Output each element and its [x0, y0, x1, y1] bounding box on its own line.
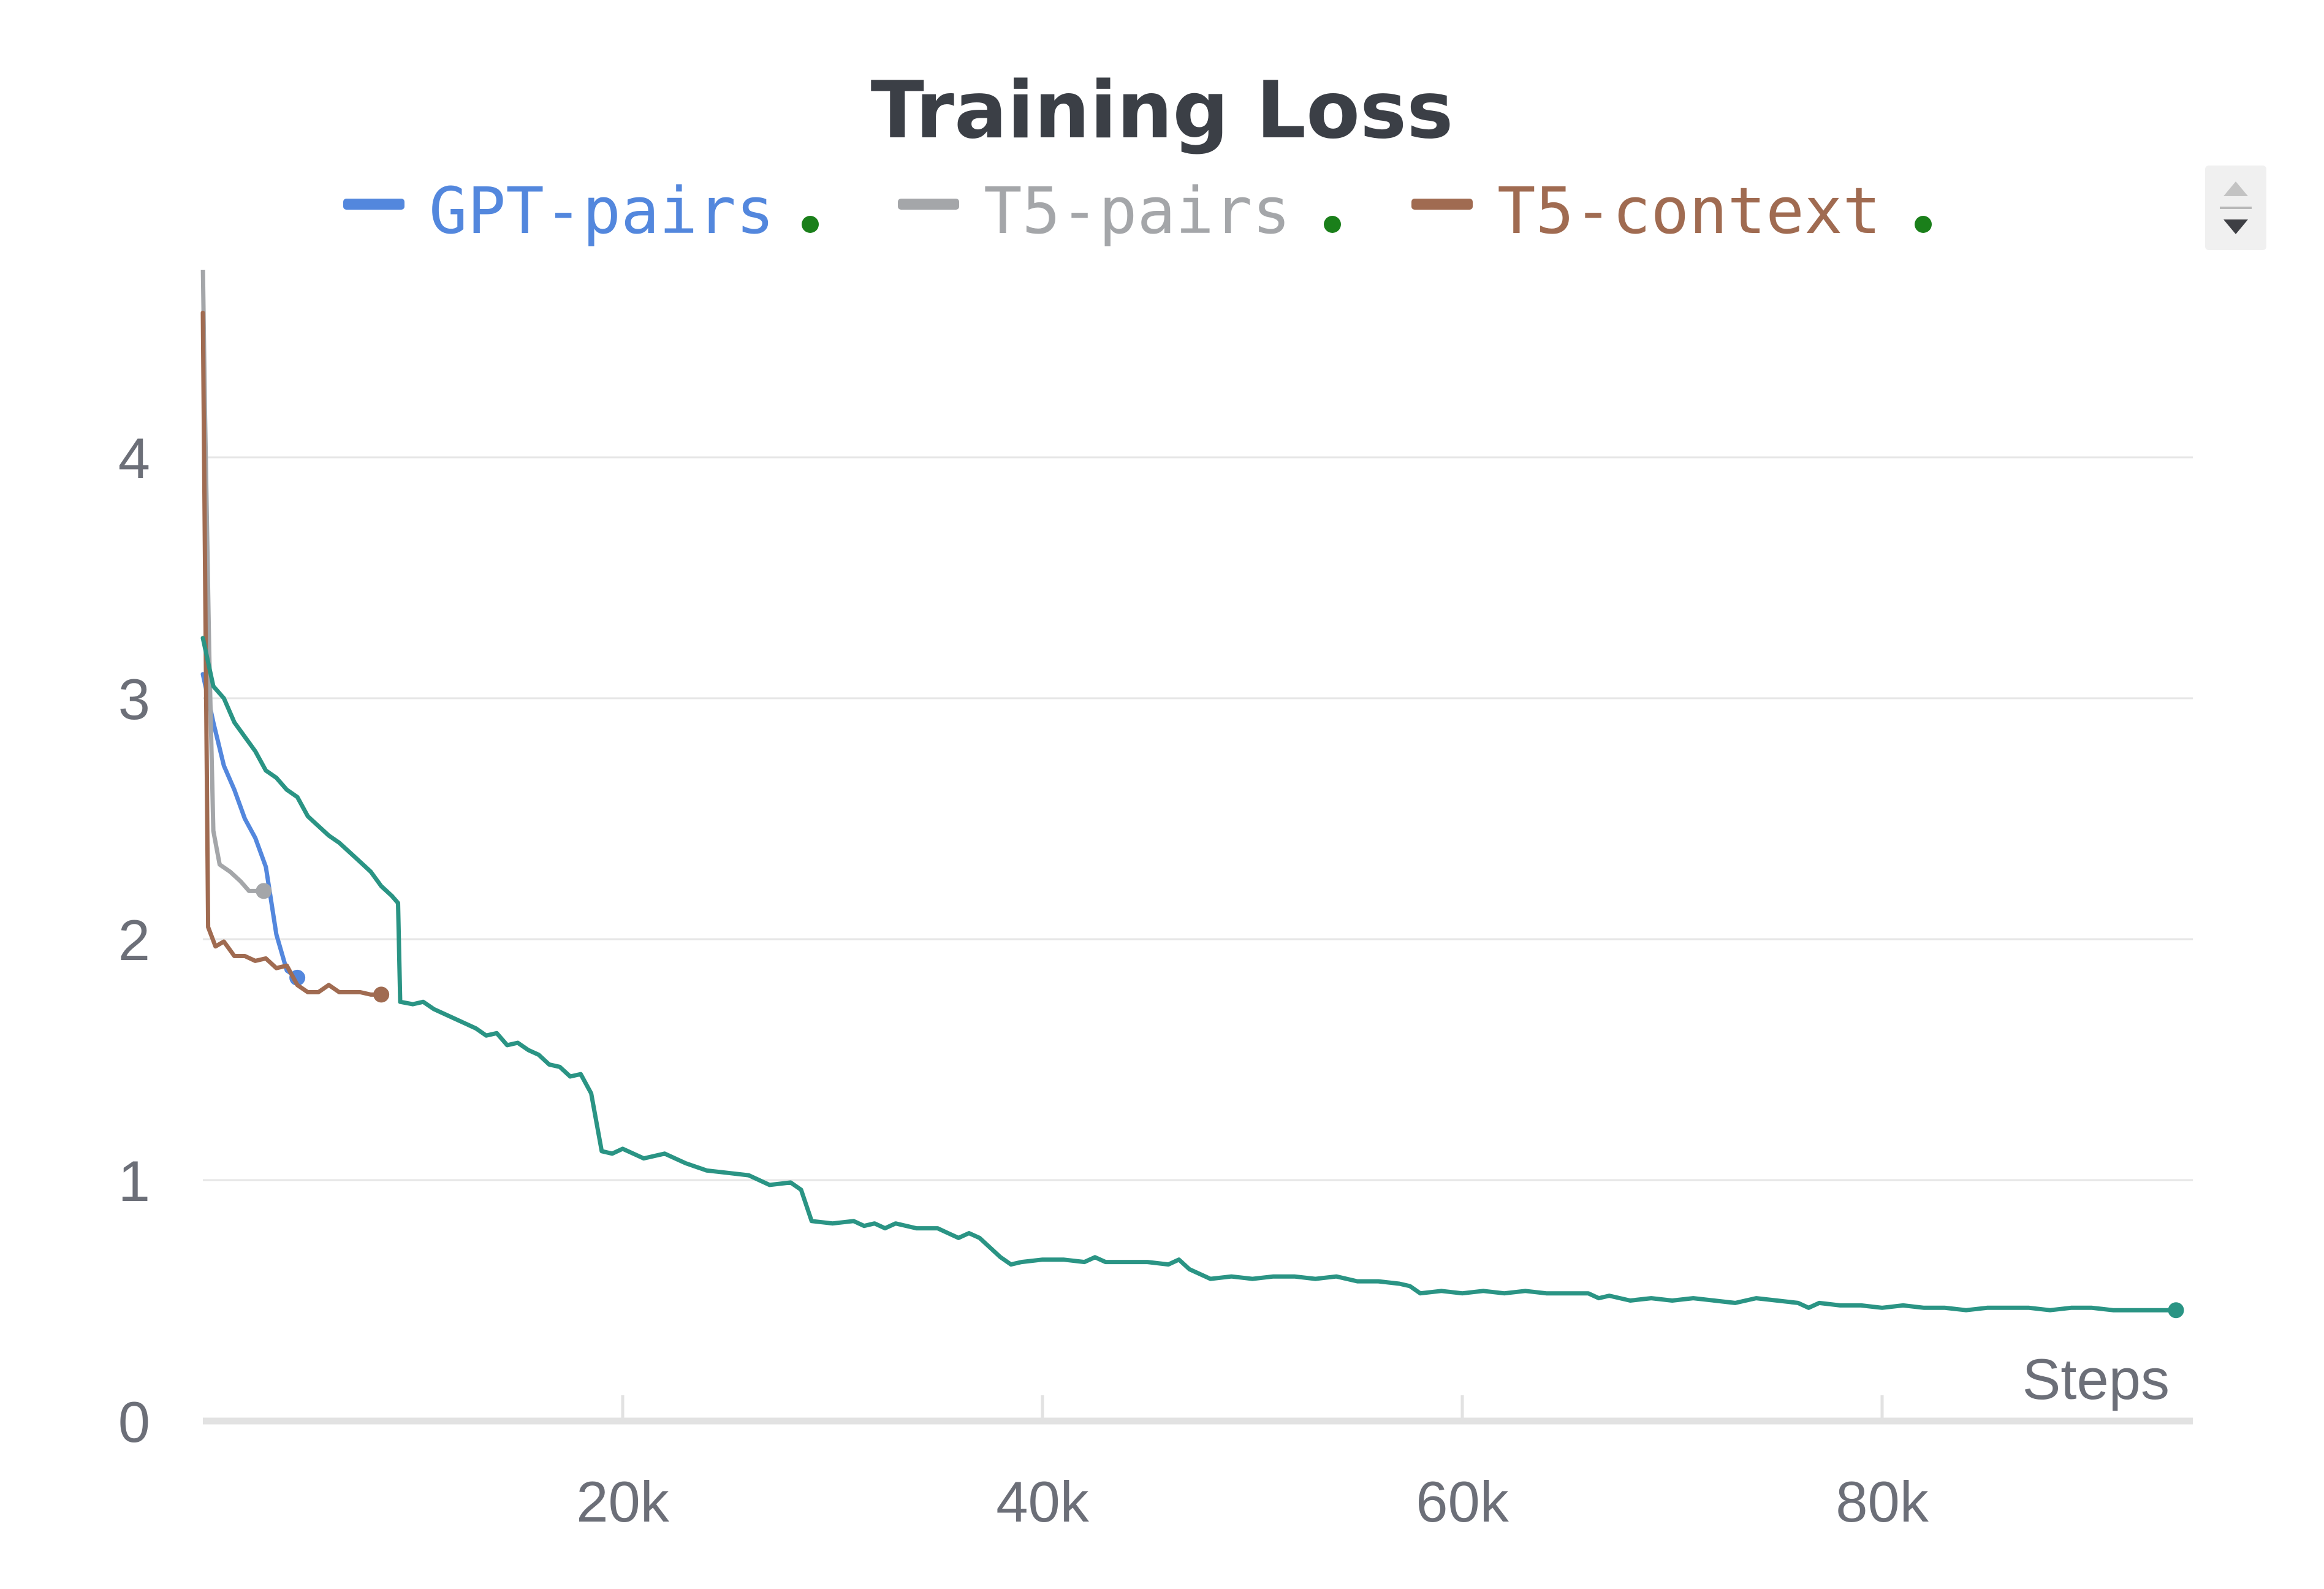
legend-item-t5-context[interactable]: T5-context [1411, 173, 1932, 248]
series-line-t5-context [200, 310, 384, 997]
legend-label: GPT-pairs [429, 173, 775, 248]
scroll-up-icon[interactable] [2223, 181, 2248, 196]
y-tick-label: 3 [118, 667, 150, 731]
y-axis: 0 1 2 3 4 [118, 426, 150, 1454]
series-line-t5-pairs [200, 270, 266, 893]
x-axis: 20k 40k 60k 80k [203, 1395, 2193, 1534]
y-tick-label: 0 [118, 1390, 150, 1454]
x-tick-label: 60k [1416, 1469, 1509, 1534]
series-line-gpt-pairs [200, 672, 300, 980]
legend-status-dot [1324, 216, 1341, 233]
legend-scroll-control[interactable] [2205, 166, 2266, 250]
x-tick-label: 20k [576, 1469, 670, 1534]
series-end-marker-t5-context [373, 986, 390, 1003]
legend-swatch [1411, 199, 1473, 210]
y-tick-label: 4 [118, 426, 150, 490]
x-tick-label: 80k [1836, 1469, 1929, 1534]
y-tick-label: 2 [118, 908, 150, 972]
chart-title: Training Loss [871, 65, 1454, 156]
legend-status-dot [1915, 216, 1932, 233]
series-line-unlabeled [200, 636, 2178, 1313]
y-tick-label: 1 [118, 1149, 150, 1213]
series-end-marker-unlabeled [2168, 1302, 2184, 1319]
x-tick-label: 40k [996, 1469, 1090, 1534]
legend-label: T5-pairs [984, 173, 1291, 248]
legend-label: T5-context [1497, 173, 1881, 248]
y-grid [203, 456, 2193, 1181]
series-end-marker-t5-pairs [256, 883, 272, 899]
plot-area [200, 270, 2184, 1319]
legend-status-dot [802, 216, 819, 233]
legend-item-t5-pairs[interactable]: T5-pairs [898, 173, 1341, 248]
chart-legend: GPT-pairs T5-pairs T5-context [343, 173, 1932, 248]
legend-swatch [898, 199, 959, 210]
legend-item-gpt-pairs[interactable]: GPT-pairs [343, 173, 819, 248]
x-axis-label: Steps [2022, 1347, 2170, 1411]
scroll-down-icon[interactable] [2223, 219, 2248, 234]
legend-swatch [343, 199, 404, 210]
